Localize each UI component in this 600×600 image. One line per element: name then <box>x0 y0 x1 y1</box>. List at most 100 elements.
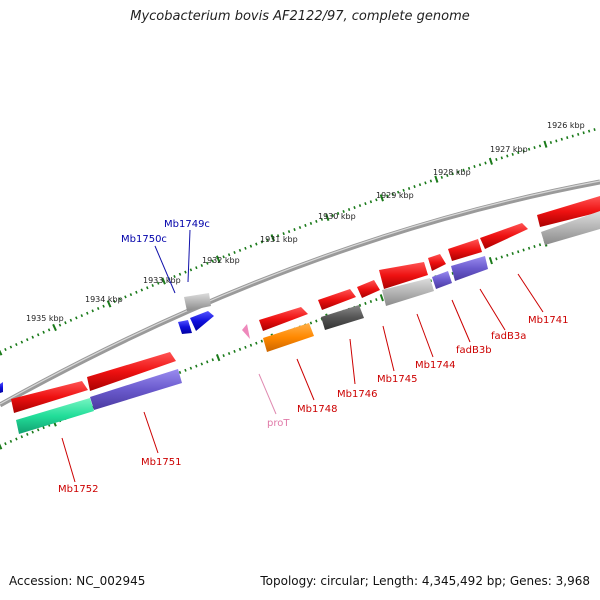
minor-tick <box>178 370 182 374</box>
genome-backbone <box>0 179 600 408</box>
gene-feature[interactable] <box>537 196 600 227</box>
minor-tick <box>429 279 433 283</box>
minor-tick <box>195 266 198 270</box>
genome-backbone-highlight <box>0 180 600 405</box>
gene-label-mb1751[interactable]: Mb1751 <box>141 457 181 468</box>
gene-feature[interactable] <box>184 293 211 311</box>
minor-tick <box>555 139 558 143</box>
minor-tick <box>533 245 536 248</box>
minor-tick <box>517 250 520 254</box>
minor-tick <box>9 439 13 443</box>
minor-tick <box>413 185 416 189</box>
kbp-label: 1927 kbp <box>490 145 528 154</box>
gene-label-mb1741[interactable]: Mb1741 <box>528 315 568 326</box>
gene-feature[interactable] <box>178 320 192 334</box>
kbp-label: 1926 kbp <box>547 121 585 130</box>
gene-feature[interactable] <box>90 369 182 410</box>
gene-feature[interactable] <box>428 254 446 271</box>
minor-tick <box>146 286 149 290</box>
minor-tick <box>184 368 187 372</box>
minor-tick <box>156 281 160 285</box>
gene-label-mb1744[interactable]: Mb1744 <box>415 360 455 371</box>
major-tick <box>270 234 275 242</box>
minor-tick <box>467 166 471 170</box>
minor-tick <box>527 246 531 250</box>
gene-label-mb1745[interactable]: Mb1745 <box>377 374 417 385</box>
gene-feature[interactable] <box>263 323 314 352</box>
minor-tick <box>375 298 378 302</box>
gene-feature[interactable] <box>242 324 250 339</box>
minor-tick <box>429 179 433 183</box>
minor-tick <box>249 244 253 248</box>
gene-label-fadb3a[interactable]: fadB3a <box>491 331 526 342</box>
minor-tick <box>364 202 367 206</box>
gene-label-fadb3b[interactable]: fadB3b <box>456 345 492 356</box>
gene-feature[interactable] <box>382 278 434 306</box>
minor-tick <box>304 223 307 227</box>
minor-tick <box>31 430 34 434</box>
minor-tick <box>293 228 296 232</box>
minor-tick <box>211 259 214 263</box>
accession-text: Accession: NC_002945 <box>9 574 146 588</box>
minor-tick <box>538 243 542 247</box>
gene-feature[interactable] <box>379 262 428 289</box>
minor-tick <box>244 246 247 250</box>
minor-tick <box>397 190 400 194</box>
gene-feature[interactable] <box>480 223 528 249</box>
minor-tick <box>42 330 45 334</box>
minor-tick <box>118 297 122 301</box>
gene-labels: Mb1749c Mb1750c proT Mb1748 Mb1746 Mb174… <box>58 219 568 495</box>
minor-tick <box>582 131 585 135</box>
minor-tick <box>375 198 378 202</box>
gene-label-prot[interactable]: proT <box>267 418 290 429</box>
minor-tick <box>222 354 225 358</box>
gene-feature[interactable] <box>11 381 88 413</box>
major-tick <box>434 175 439 183</box>
minor-tick <box>495 158 498 162</box>
major-tick <box>488 157 493 165</box>
major-tick <box>161 277 166 285</box>
gene-label-mb1750c[interactable]: Mb1750c <box>121 234 167 245</box>
minor-tick <box>91 309 94 313</box>
gene-feature[interactable] <box>190 311 214 331</box>
minor-tick <box>200 263 204 268</box>
gene-feature[interactable] <box>16 398 94 434</box>
gene-label-mb1746[interactable]: Mb1746 <box>337 389 377 400</box>
minor-tick <box>9 345 13 349</box>
gene-feature[interactable] <box>0 382 3 393</box>
kbp-label: 1935 kbp <box>26 314 64 323</box>
major-tick <box>215 255 221 263</box>
gene-feature[interactable] <box>87 352 176 391</box>
minor-tick <box>358 204 362 208</box>
minor-tick <box>151 283 154 288</box>
gene-feature[interactable] <box>541 211 600 245</box>
minor-tick <box>506 253 509 257</box>
gene-feature[interactable] <box>318 289 356 310</box>
gene-label-mb1752[interactable]: Mb1752 <box>58 484 98 495</box>
gene-feature[interactable] <box>432 271 452 289</box>
minor-tick <box>473 165 476 169</box>
gene-feature[interactable] <box>321 305 364 330</box>
minor-tick <box>129 293 133 297</box>
minor-tick <box>36 333 40 337</box>
major-tick <box>215 354 221 362</box>
minor-tick <box>260 339 264 343</box>
minor-tick <box>42 426 45 430</box>
minor-tick <box>206 360 209 364</box>
minor-tick <box>206 261 209 265</box>
gene-feature[interactable] <box>259 307 308 331</box>
gene-label-mb1748[interactable]: Mb1748 <box>297 404 337 415</box>
minor-tick <box>391 192 394 196</box>
gene-feature[interactable] <box>451 256 488 281</box>
gene-label-mb1749c[interactable]: Mb1749c <box>164 219 210 230</box>
minor-tick <box>249 343 253 347</box>
major-tick <box>379 294 384 302</box>
gene-feature[interactable] <box>357 280 380 298</box>
minor-tick <box>511 152 514 156</box>
kbp-label: 1928 kbp <box>433 168 471 177</box>
minor-tick <box>233 349 236 353</box>
kbp-scale-labels: 1926 kbp 1927 kbp 1928 kbp 1929 kbp 1930… <box>26 121 585 323</box>
minor-tick <box>517 151 520 155</box>
gene-feature[interactable] <box>448 239 482 261</box>
